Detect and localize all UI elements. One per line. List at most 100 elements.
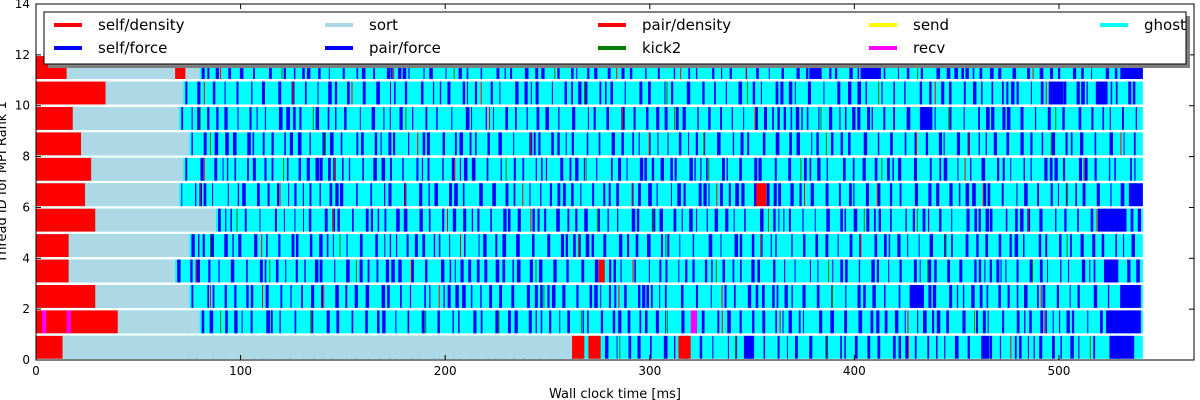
self-force-stripe <box>455 284 459 308</box>
self-force-stripe <box>876 259 879 283</box>
self-force-stripe <box>197 106 201 130</box>
self-force-stripe <box>1109 132 1113 156</box>
self-force-stripe <box>762 310 766 334</box>
self-force-stripe <box>858 259 861 283</box>
self-force-stripe <box>218 208 221 232</box>
self-force-stripe <box>677 183 681 207</box>
self-force-stripe <box>788 81 793 105</box>
self-force-stripe <box>714 208 719 232</box>
kick2-stripe <box>927 259 929 283</box>
self-force-stripe <box>1006 132 1010 156</box>
pair-density-stripe <box>489 106 491 130</box>
kick2-stripe <box>596 208 598 232</box>
self-force-stripe <box>224 106 228 130</box>
self-force-stripe <box>280 284 283 308</box>
pair-density-task <box>678 335 691 359</box>
self-force-stripe <box>706 157 708 181</box>
self-force-stripe <box>310 310 314 334</box>
self-force-stripe <box>934 259 937 283</box>
self-force-task <box>1095 81 1107 105</box>
self-force-stripe <box>1020 208 1024 232</box>
self-force-stripe <box>309 234 313 258</box>
self-force-stripe <box>853 183 855 207</box>
self-force-stripe <box>986 106 990 130</box>
self-force-stripe <box>1000 259 1002 283</box>
pair-density-stripe <box>410 259 412 283</box>
self-force-stripe <box>612 310 616 334</box>
self-force-stripe <box>857 81 862 105</box>
self-force-stripe <box>567 208 570 232</box>
self-force-stripe <box>732 132 735 156</box>
self-force-stripe <box>429 284 431 308</box>
self-force-stripe <box>344 106 347 130</box>
self-force-stripe <box>922 208 926 232</box>
self-force-stripe <box>347 81 350 105</box>
self-force-stripe <box>565 132 567 156</box>
sort-bar <box>68 234 190 258</box>
self-force-stripe <box>266 310 270 334</box>
ghost-bar <box>36 183 1143 207</box>
self-force-stripe <box>1020 106 1024 130</box>
self-force-stripe <box>479 183 483 207</box>
self-force-stripe <box>1079 132 1084 156</box>
self-force-stripe <box>365 284 370 308</box>
self-force-stripe <box>1044 157 1048 181</box>
self-force-stripe <box>1016 310 1020 334</box>
self-force-stripe <box>335 106 337 130</box>
sort-task <box>62 335 579 359</box>
self-force-stripe <box>840 335 842 359</box>
self-force-stripe <box>1002 106 1006 130</box>
self-force-stripe <box>1009 234 1012 258</box>
self-force-stripe <box>760 81 762 105</box>
self-force-stripe <box>259 259 263 283</box>
self-force-stripe <box>840 259 844 283</box>
kick2-stripe <box>708 157 710 181</box>
self-force-stripe <box>985 208 989 232</box>
legend-label: pair/density <box>642 16 731 34</box>
self-force-stripe <box>644 157 647 181</box>
pair-density-stripe <box>262 284 264 308</box>
self-force-stripe <box>816 132 819 156</box>
self-force-stripe <box>913 259 917 283</box>
self-force-stripe <box>919 81 923 105</box>
self-force-stripe <box>234 157 237 181</box>
self-force-stripe <box>557 183 561 207</box>
self-force-stripe <box>866 208 870 232</box>
self-force-stripe <box>1040 81 1044 105</box>
self-force-stripe <box>384 208 387 232</box>
self-force-stripe <box>427 157 430 181</box>
self-force-stripe <box>1065 132 1068 156</box>
self-force-stripe <box>802 208 804 232</box>
self-force-stripe <box>1040 310 1044 334</box>
self-force-stripe <box>288 183 290 207</box>
self-force-stripe <box>319 259 323 283</box>
kick2-stripe <box>767 208 769 232</box>
self-force-stripe <box>780 81 784 105</box>
self-force-stripe <box>458 310 460 334</box>
self-force-stripe <box>699 335 703 359</box>
pair-density-stripe <box>631 183 633 207</box>
self-force-stripe <box>986 284 989 308</box>
self-force-stripe <box>772 284 775 308</box>
x-tick-label: 400 <box>843 364 866 378</box>
self-force-stripe <box>425 106 428 130</box>
self-force-stripe <box>974 208 978 232</box>
self-force-stripe <box>667 132 669 156</box>
pair-density-stripe <box>860 234 862 258</box>
self-force-stripe <box>315 106 320 130</box>
self-force-stripe <box>1131 234 1135 258</box>
pair-density-stripe <box>1010 335 1012 359</box>
self-force-stripe <box>286 157 289 181</box>
self-force-stripe <box>722 157 725 181</box>
self-force-stripe <box>862 157 866 181</box>
self-force-stripe <box>1063 81 1067 105</box>
self-force-stripe <box>209 310 214 334</box>
self-force-stripe <box>802 284 806 308</box>
self-force-stripe <box>639 310 642 334</box>
self-force-stripe <box>278 81 282 105</box>
self-force-stripe <box>442 157 444 181</box>
self-force-stripe <box>773 208 776 232</box>
self-force-stripe <box>396 208 400 232</box>
self-force-stripe <box>356 132 359 156</box>
self-force-stripe <box>1023 234 1025 258</box>
